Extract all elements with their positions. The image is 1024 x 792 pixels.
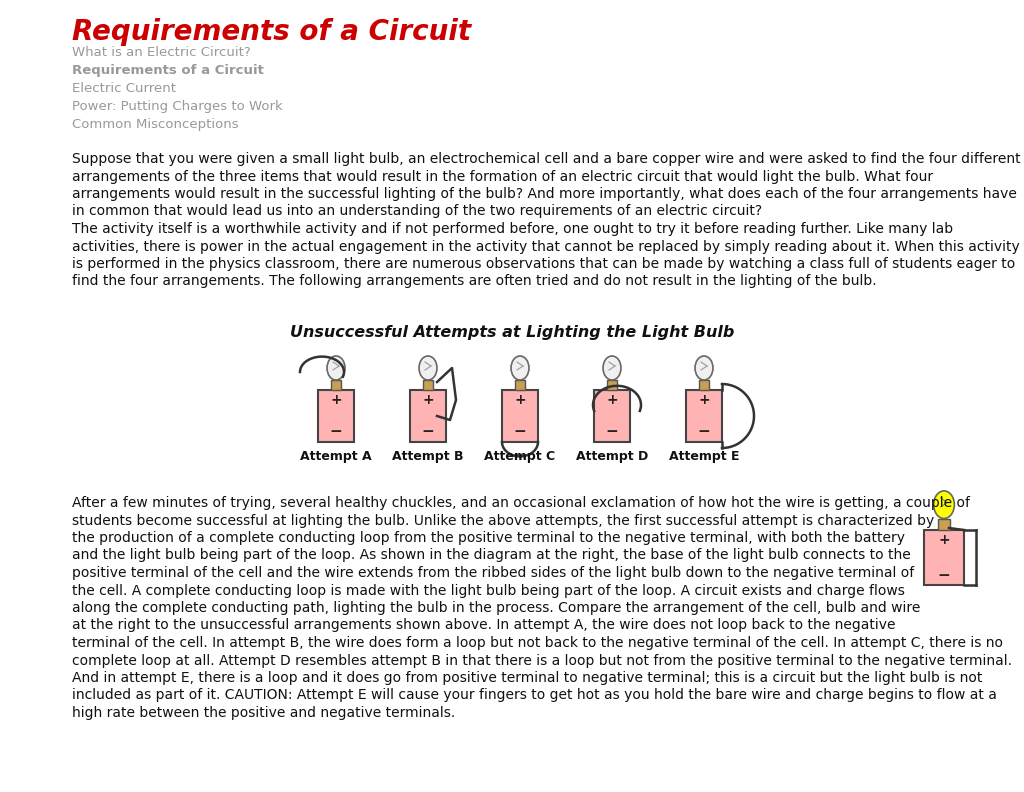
FancyBboxPatch shape [607, 380, 617, 390]
Text: Attempt E: Attempt E [669, 450, 739, 463]
Ellipse shape [419, 356, 437, 380]
Text: Attempt C: Attempt C [484, 450, 556, 463]
Ellipse shape [327, 356, 345, 380]
FancyBboxPatch shape [410, 390, 446, 442]
Text: −: − [514, 425, 526, 440]
Text: Attempt D: Attempt D [575, 450, 648, 463]
FancyBboxPatch shape [924, 530, 964, 585]
Text: students become successful at lighting the bulb. Unlike the above attempts, the : students become successful at lighting t… [72, 513, 934, 527]
Text: Electric Current: Electric Current [72, 82, 176, 95]
Text: The activity itself is a worthwhile activity and if not performed before, one ou: The activity itself is a worthwhile acti… [72, 222, 953, 236]
Text: terminal of the cell. In attempt B, the wire does form a loop but not back to th: terminal of the cell. In attempt B, the … [72, 636, 1002, 650]
Text: included as part of it. CAUTION: Attempt E will cause your fingers to get hot as: included as part of it. CAUTION: Attempt… [72, 688, 997, 703]
Text: −: − [422, 425, 434, 440]
Text: And in attempt E, there is a loop and it does go from positive terminal to negat: And in attempt E, there is a loop and it… [72, 671, 982, 685]
Text: Suppose that you were given a small light bulb, an electrochemical cell and a ba: Suppose that you were given a small ligh… [72, 152, 1021, 166]
FancyBboxPatch shape [502, 390, 538, 442]
FancyBboxPatch shape [331, 380, 341, 390]
Text: Attempt B: Attempt B [392, 450, 464, 463]
Text: Requirements of a Circuit: Requirements of a Circuit [72, 64, 264, 77]
Text: activities, there is power in the actual engagement in the activity that cannot : activities, there is power in the actual… [72, 239, 1020, 253]
Text: arrangements would result in the successful lighting of the bulb? And more impor: arrangements would result in the success… [72, 187, 1017, 201]
Text: high rate between the positive and negative terminals.: high rate between the positive and negat… [72, 706, 456, 720]
Text: −: − [330, 425, 342, 440]
FancyBboxPatch shape [594, 390, 630, 442]
FancyBboxPatch shape [423, 380, 433, 390]
Text: at the right to the unsuccessful arrangements shown above. In attempt A, the wir: at the right to the unsuccessful arrange… [72, 619, 896, 633]
Text: the production of a complete conducting loop from the positive terminal to the n: the production of a complete conducting … [72, 531, 905, 545]
Text: and the light bulb being part of the loop. As shown in the diagram at the right,: and the light bulb being part of the loo… [72, 549, 910, 562]
FancyBboxPatch shape [686, 390, 722, 442]
Text: Attempt A: Attempt A [300, 450, 372, 463]
Text: −: − [605, 425, 618, 440]
Text: After a few minutes of trying, several healthy chuckles, and an occasional excla: After a few minutes of trying, several h… [72, 496, 970, 510]
Text: +: + [422, 393, 434, 407]
FancyBboxPatch shape [515, 380, 525, 390]
Text: positive terminal of the cell and the wire extends from the ribbed sides of the : positive terminal of the cell and the wi… [72, 566, 914, 580]
Text: +: + [330, 393, 342, 407]
Text: +: + [938, 533, 950, 547]
Text: in common that would lead us into an understanding of the two requirements of an: in common that would lead us into an und… [72, 204, 762, 219]
Text: arrangements of the three items that would result in the formation of an electri: arrangements of the three items that wou… [72, 169, 933, 184]
FancyBboxPatch shape [699, 380, 709, 390]
Text: +: + [698, 393, 710, 407]
FancyBboxPatch shape [318, 390, 354, 442]
Text: complete loop at all. Attempt D resembles attempt B in that there is a loop but : complete loop at all. Attempt D resemble… [72, 653, 1012, 668]
Text: −: − [697, 425, 711, 440]
Ellipse shape [695, 356, 713, 380]
Text: +: + [514, 393, 525, 407]
Ellipse shape [603, 356, 621, 380]
Text: What is an Electric Circuit?: What is an Electric Circuit? [72, 46, 251, 59]
Text: along the complete conducting path, lighting the bulb in the process. Compare th: along the complete conducting path, ligh… [72, 601, 921, 615]
FancyBboxPatch shape [938, 519, 949, 530]
Text: Power: Putting Charges to Work: Power: Putting Charges to Work [72, 100, 283, 113]
Text: Unsuccessful Attempts at Lighting the Light Bulb: Unsuccessful Attempts at Lighting the Li… [290, 325, 734, 340]
Text: Requirements of a Circuit: Requirements of a Circuit [72, 18, 471, 46]
Text: −: − [938, 568, 950, 582]
Text: Common Misconceptions: Common Misconceptions [72, 118, 239, 131]
Text: +: + [606, 393, 617, 407]
Text: find the four arrangements. The following arrangements are often tried and do no: find the four arrangements. The followin… [72, 275, 877, 288]
Ellipse shape [934, 491, 954, 519]
Text: the cell. A complete conducting loop is made with the light bulb being part of t: the cell. A complete conducting loop is … [72, 584, 905, 597]
Text: is performed in the physics classroom, there are numerous observations that can : is performed in the physics classroom, t… [72, 257, 1015, 271]
Ellipse shape [511, 356, 529, 380]
